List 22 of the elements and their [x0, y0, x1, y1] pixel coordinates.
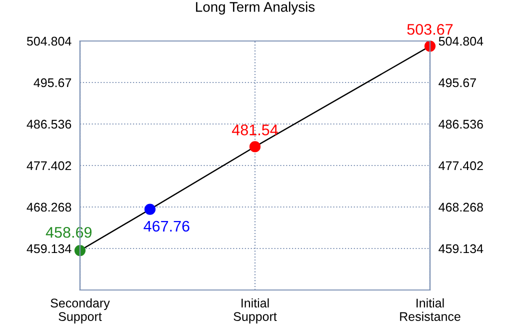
point [144, 204, 156, 215]
point [249, 141, 261, 152]
y-tick-label: 504.804 [26, 36, 72, 46]
data-label: 481.54 [232, 124, 278, 136]
x-tick-label: Initial Resistance [400, 298, 460, 321]
y-tick-label: 486.536 [26, 120, 72, 129]
y2-tick-label: 477.402 [438, 161, 483, 170]
y2-tick-label: 459.134 [438, 244, 484, 254]
y-tick-label: 495.67 [34, 78, 72, 88]
x-tick-label: Initial Support [234, 298, 277, 324]
y-tick-label: 477.402 [26, 161, 72, 170]
data-label: 467.76 [144, 220, 190, 232]
y2-tick-label: 486.536 [438, 120, 483, 129]
y2-tick-label: 495.67 [438, 78, 476, 88]
data-label: 503.67 [407, 24, 453, 35]
y-tick-label: 468.268 [26, 202, 72, 212]
y2-tick-label: 468.268 [438, 202, 483, 212]
x-tick-label: Secondary Support [50, 298, 110, 324]
y2-tick-label: 504.804 [438, 36, 484, 46]
point [74, 244, 86, 256]
y-tick-label: 459.134 [26, 244, 72, 254]
chart-title: Long Term Analysis [196, 2, 315, 15]
